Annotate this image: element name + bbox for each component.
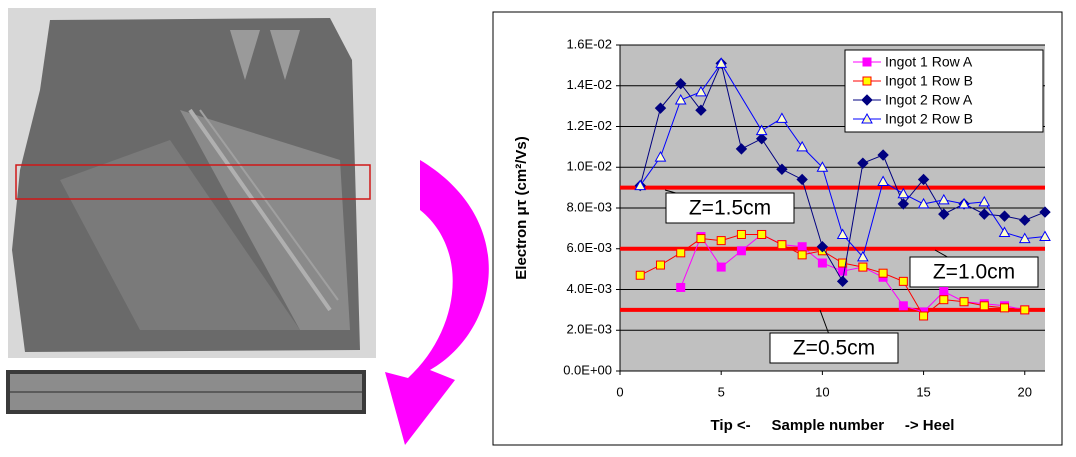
- x-tick-label: 15: [916, 384, 930, 399]
- marker: [717, 263, 725, 271]
- y-tick-label: 1.0E-02: [566, 159, 612, 174]
- marker: [899, 302, 907, 310]
- marker: [656, 261, 664, 269]
- y-tick-label: 6.0E-03: [566, 240, 612, 255]
- marker: [677, 283, 685, 291]
- marker: [717, 237, 725, 245]
- y-tick-label: 1.6E-02: [566, 36, 612, 51]
- marker: [636, 271, 644, 279]
- marker: [737, 247, 745, 255]
- marker: [899, 277, 907, 285]
- marker: [818, 259, 826, 267]
- legend-label: Ingot 1 Row A: [885, 54, 973, 70]
- y-tick-label: 2.0E-03: [566, 322, 612, 337]
- marker: [737, 230, 745, 238]
- marker: [879, 269, 887, 277]
- x-tick-label: 10: [815, 384, 829, 399]
- marker: [960, 298, 968, 306]
- marker: [940, 296, 948, 304]
- marker: [980, 302, 988, 310]
- wafer-photo: [8, 8, 376, 358]
- reference-label: Z=1.5cm: [689, 197, 771, 220]
- x-tick-label: 5: [718, 384, 725, 399]
- marker: [798, 251, 806, 259]
- marker: [839, 267, 847, 275]
- legend-label: Ingot 2 Row B: [885, 111, 973, 127]
- marker: [798, 243, 806, 251]
- x-tick-label: 20: [1018, 384, 1032, 399]
- legend-label: Ingot 2 Row A: [885, 92, 973, 108]
- marker: [1001, 304, 1009, 312]
- sample-strip-photo: [6, 370, 366, 414]
- y-axis-title: Electron μτ (cm²/Vs): [513, 136, 530, 279]
- legend-marker: [863, 77, 871, 85]
- y-tick-label: 0.0E+00: [563, 362, 612, 377]
- marker: [778, 241, 786, 249]
- x-axis-title: Tip <- Sample number -> Heel: [711, 417, 955, 434]
- legend-marker: [863, 58, 871, 66]
- y-tick-label: 4.0E-03: [566, 281, 612, 296]
- y-tick-label: 1.2E-02: [566, 118, 612, 133]
- legend-label: Ingot 1 Row B: [885, 73, 973, 89]
- arrow: [385, 160, 489, 445]
- marker: [1021, 306, 1029, 314]
- reference-label: Z=0.5cm: [793, 337, 875, 360]
- marker: [677, 249, 685, 257]
- marker: [920, 312, 928, 320]
- x-tick-label: 0: [616, 384, 623, 399]
- y-tick-label: 8.0E-03: [566, 199, 612, 214]
- page: 0.0E+00 2.0E-03 4.0E-03 6.0E-03 8.0E-03 1.0E-…: [0, 0, 1076, 452]
- marker: [859, 263, 867, 271]
- marker: [940, 288, 948, 296]
- marker: [697, 235, 705, 243]
- y-tick-label: 1.4E-02: [566, 77, 612, 92]
- reference-label: Z=1.0cm: [933, 261, 1015, 284]
- marker: [758, 230, 766, 238]
